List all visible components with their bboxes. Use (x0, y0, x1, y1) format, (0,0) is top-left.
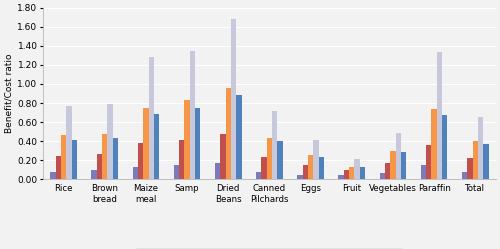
Bar (108, 104, 113, 179)
Bar (154, 115, 160, 179)
Bar (102, 134, 108, 179)
Bar (420, 165, 426, 179)
Bar (380, 173, 385, 179)
Bar (236, 95, 242, 179)
Bar (314, 140, 318, 179)
Bar (96, 154, 102, 179)
Bar (179, 140, 184, 179)
Bar (215, 163, 220, 179)
Bar (220, 133, 226, 179)
Bar (354, 159, 360, 179)
Bar (462, 172, 467, 179)
Bar (302, 165, 308, 179)
Bar (72, 140, 77, 179)
Bar (385, 163, 390, 179)
Bar (56, 156, 61, 179)
Bar (278, 141, 283, 179)
Bar (467, 158, 472, 179)
Bar (195, 108, 200, 179)
Bar (344, 170, 349, 179)
Bar (132, 167, 138, 179)
Bar (308, 155, 314, 179)
Bar (190, 51, 195, 179)
Bar (66, 106, 71, 179)
Bar (174, 165, 179, 179)
Bar (138, 143, 143, 179)
Bar (349, 167, 354, 179)
Bar (472, 141, 478, 179)
Bar (432, 109, 437, 179)
Bar (396, 132, 401, 179)
Bar (318, 157, 324, 179)
Bar (437, 52, 442, 179)
Bar (390, 151, 396, 179)
Bar (50, 172, 56, 179)
Bar (184, 100, 190, 179)
Bar (226, 88, 231, 179)
Bar (231, 19, 236, 179)
Bar (442, 115, 448, 179)
Bar (256, 172, 262, 179)
Bar (401, 152, 406, 179)
Bar (144, 108, 148, 179)
Bar (297, 175, 302, 179)
Bar (272, 111, 278, 179)
Bar (360, 167, 365, 179)
Bar (262, 157, 266, 179)
Bar (484, 144, 488, 179)
Bar (426, 145, 432, 179)
Bar (92, 170, 96, 179)
Bar (113, 138, 118, 179)
Y-axis label: Benefit/Cost ratio: Benefit/Cost ratio (4, 54, 13, 133)
Bar (478, 117, 484, 179)
Bar (148, 57, 154, 179)
Bar (61, 135, 66, 179)
Bar (338, 176, 344, 179)
Bar (266, 138, 272, 179)
